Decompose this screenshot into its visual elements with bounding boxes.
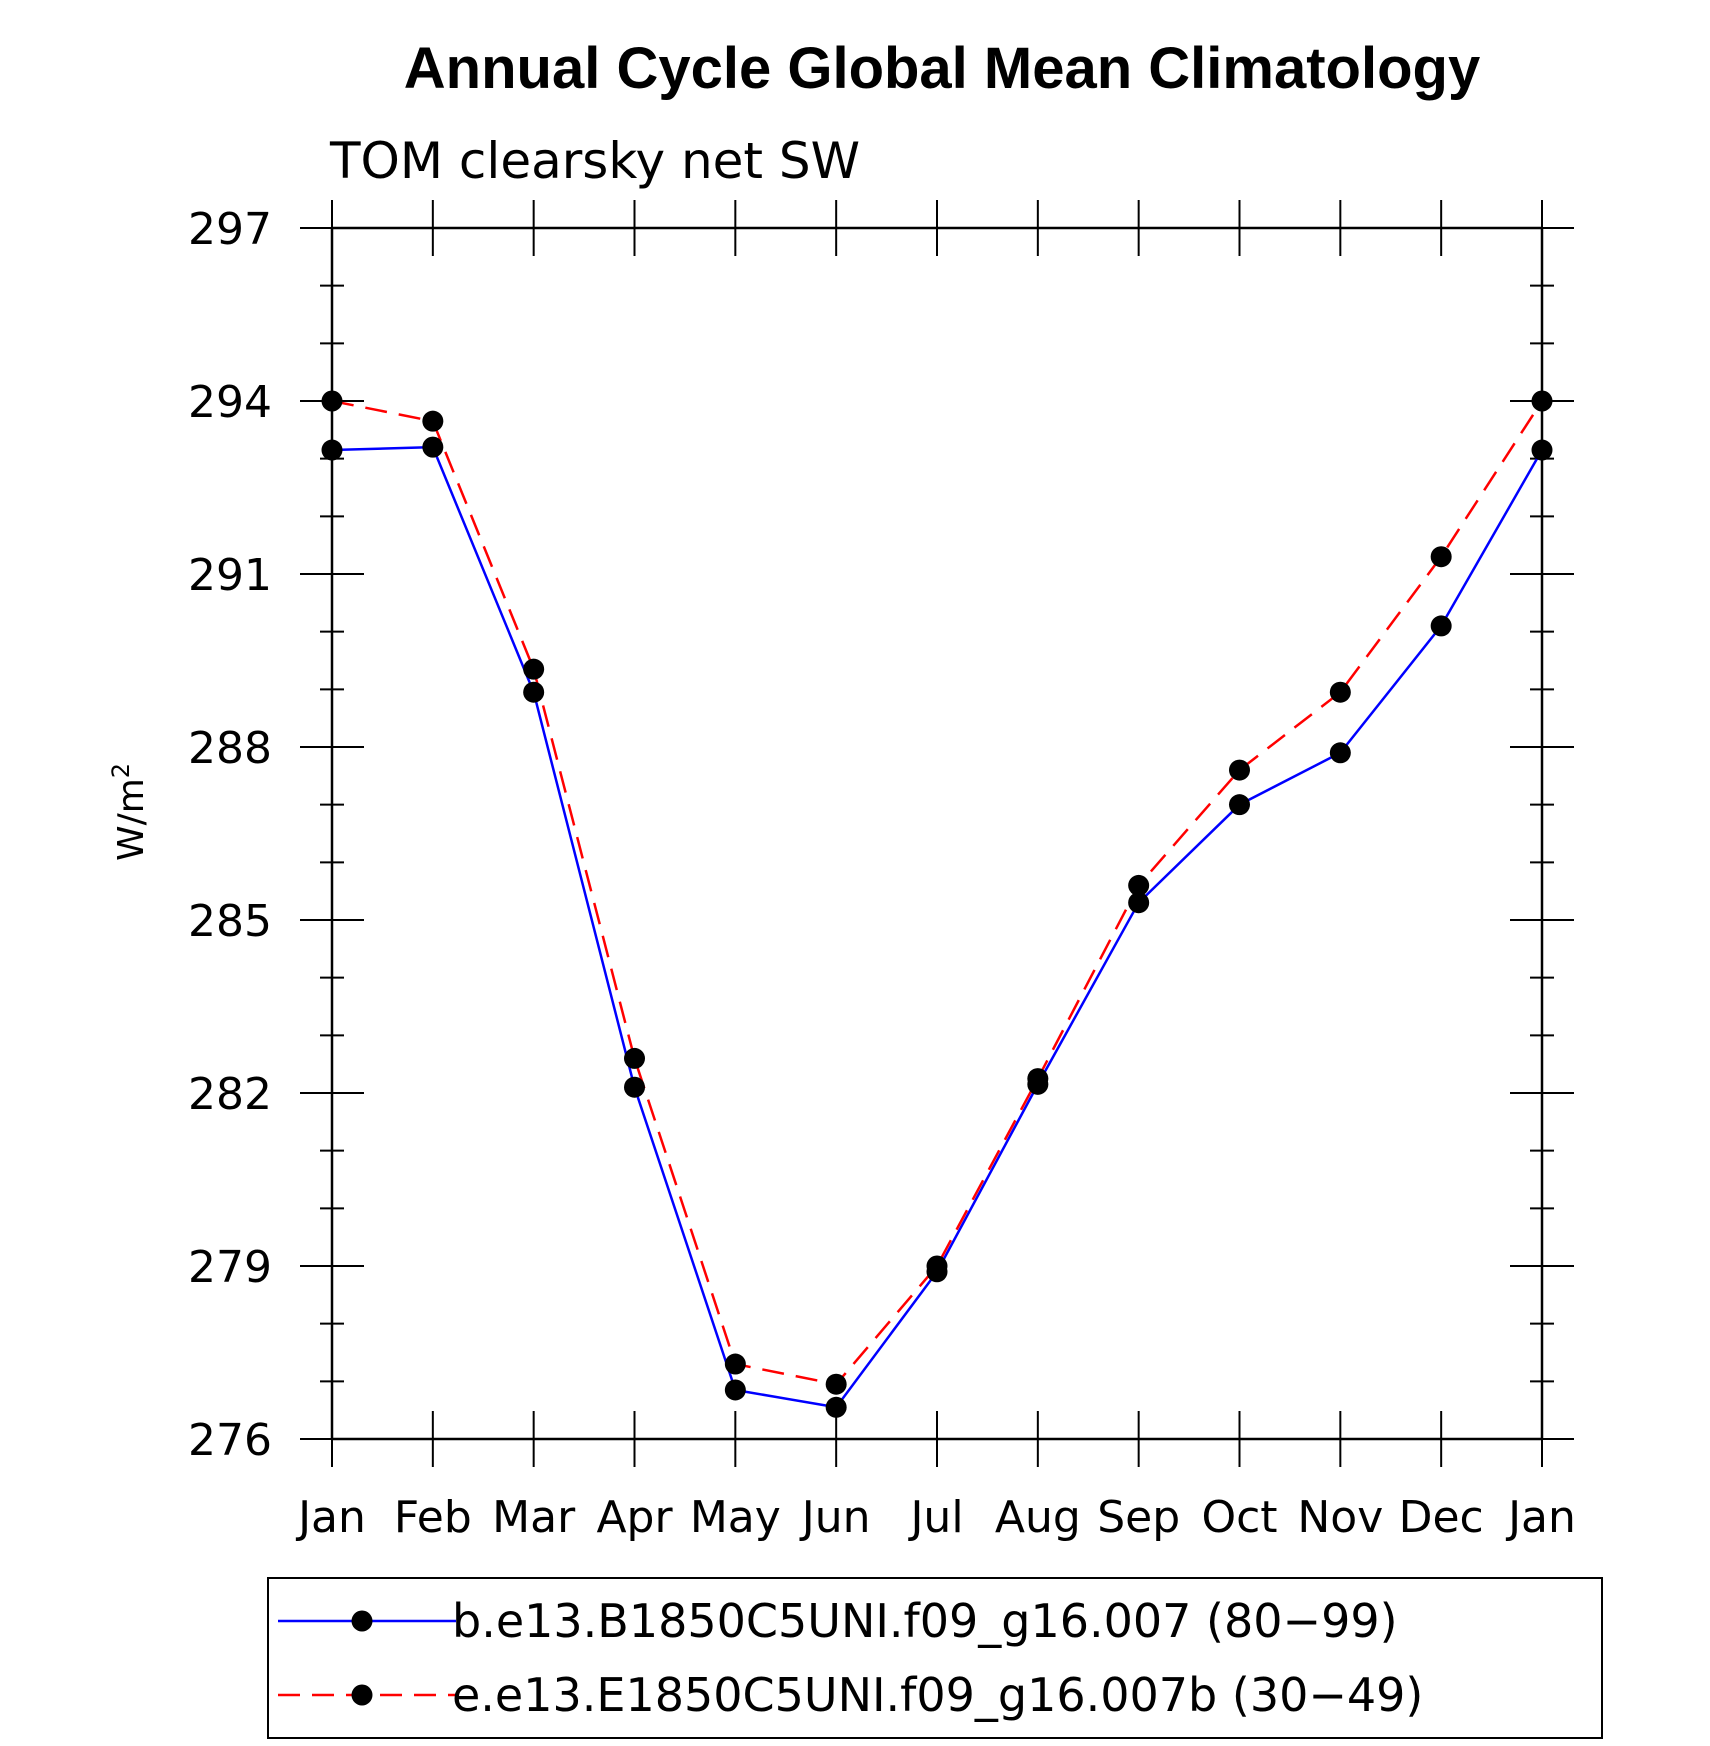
x-tick-label: Oct xyxy=(1201,1492,1277,1543)
x-tick-label: Jun xyxy=(799,1492,871,1543)
x-tick-label: Jul xyxy=(907,1492,963,1543)
x-tick-label: Aug xyxy=(995,1492,1081,1543)
data-point-series-2 xyxy=(624,1047,645,1069)
data-point-series-2 xyxy=(724,1353,746,1375)
y-tick-label: 279 xyxy=(188,1242,272,1293)
data-point-series-1 xyxy=(825,1396,847,1418)
x-tick-label: Mar xyxy=(492,1492,576,1543)
x-tick-label: Dec xyxy=(1399,1492,1484,1543)
y-tick-label: 288 xyxy=(188,723,272,774)
chart-title: Annual Cycle Global Mean Climatology xyxy=(404,36,1480,101)
data-point-series-1 xyxy=(1128,892,1150,914)
data-point-series-1 xyxy=(1531,439,1553,461)
data-point-series-2 xyxy=(523,658,545,680)
chart-subtitle: TOM clearsky net SW xyxy=(329,132,860,190)
y-tick-label: 297 xyxy=(188,204,272,255)
data-point-series-2 xyxy=(422,410,444,432)
series-line-2 xyxy=(331,399,1544,1386)
legend-marker-series-1 xyxy=(351,1610,373,1632)
x-tick-label: Jan xyxy=(295,1492,366,1543)
data-point-series-1 xyxy=(321,439,343,461)
legend: b.e13.B1850C5UNI.f09_g16.007 (80−99) e.e… xyxy=(267,1577,1603,1739)
data-point-series-1 xyxy=(1430,615,1452,637)
legend-label-series-2: e.e13.E1850C5UNI.f09_g16.007b (30−49) xyxy=(452,1668,1423,1722)
x-tick-label: Sep xyxy=(1097,1492,1180,1543)
data-point-series-2 xyxy=(1128,874,1150,896)
data-point-series-1 xyxy=(1329,742,1351,764)
data-point-series-2 xyxy=(1329,681,1351,703)
data-point-series-2 xyxy=(1531,390,1553,412)
x-tick-label: Apr xyxy=(596,1492,673,1543)
y-tick-label: 276 xyxy=(188,1415,272,1466)
legend-box xyxy=(267,1577,1603,1739)
data-point-series-1 xyxy=(724,1379,746,1401)
y-tick-label: 282 xyxy=(188,1069,272,1120)
data-point-series-2 xyxy=(825,1373,847,1395)
data-point-series-1 xyxy=(1229,794,1250,816)
x-tick-label: Nov xyxy=(1297,1492,1383,1543)
data-point-series-2 xyxy=(926,1255,948,1277)
data-point-series-2 xyxy=(1027,1068,1049,1090)
series-layer xyxy=(321,390,1553,1418)
x-tick-label: May xyxy=(690,1492,781,1543)
y-tick-label: 294 xyxy=(188,377,272,428)
y-tick-label: 285 xyxy=(188,896,272,947)
x-tick-label: Jan xyxy=(1505,1492,1576,1543)
legend-marker-series-2 xyxy=(351,1684,373,1706)
ticks: 276 279 282 285 288 291 294 297 Jan Feb Mar Apr May J… xyxy=(188,200,1576,1543)
data-point-series-1 xyxy=(624,1076,645,1098)
x-tick-label: Feb xyxy=(394,1492,472,1543)
y-axis-label: W/m2 xyxy=(107,763,152,861)
data-point-series-2 xyxy=(1430,546,1452,568)
data-point-series-1 xyxy=(523,681,545,703)
data-point-series-2 xyxy=(1229,759,1250,781)
y-axis-label-superscript: 2 xyxy=(107,763,135,778)
data-point-series-1 xyxy=(422,436,444,458)
data-point-series-2 xyxy=(321,390,343,412)
legend-label-series-1: b.e13.B1850C5UNI.f09_g16.007 (80−99) xyxy=(452,1594,1398,1648)
y-tick-label: 291 xyxy=(188,550,272,601)
